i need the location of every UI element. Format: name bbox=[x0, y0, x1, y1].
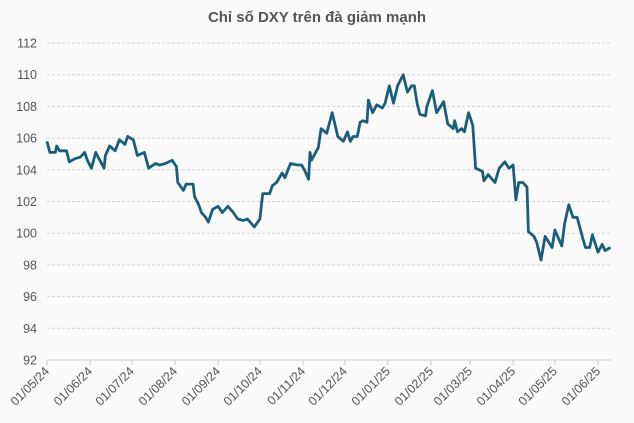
x-tick-label: 01/11/24 bbox=[264, 364, 308, 408]
x-tick-label: 01/07/24 bbox=[93, 364, 137, 408]
x-tick-label: 01/12/24 bbox=[306, 364, 350, 408]
y-tick-label: 92 bbox=[23, 354, 37, 368]
x-tick-label: 01/05/25 bbox=[516, 364, 560, 408]
x-tick-label: 01/01/25 bbox=[349, 364, 393, 408]
y-tick-label: 100 bbox=[16, 227, 37, 241]
y-tick-label: 94 bbox=[23, 322, 37, 336]
y-tick-label: 104 bbox=[16, 163, 37, 177]
y-tick-label: 98 bbox=[23, 258, 37, 272]
chart-title: Chỉ số DXY trên đà giảm mạnh bbox=[208, 9, 426, 26]
y-tick-label: 110 bbox=[17, 68, 37, 82]
x-tick-label: 01/09/24 bbox=[179, 364, 223, 408]
x-tick-label: 01/04/25 bbox=[474, 364, 518, 408]
y-tick-label: 96 bbox=[23, 290, 37, 304]
x-tick-label: 01/03/25 bbox=[431, 364, 475, 408]
x-tick-label: 01/06/25 bbox=[559, 364, 603, 408]
x-tick-label: 01/10/24 bbox=[221, 364, 265, 408]
y-tick-label: 112 bbox=[17, 37, 37, 51]
x-tick-label: 01/06/24 bbox=[51, 364, 95, 408]
y-tick-label: 102 bbox=[16, 195, 37, 209]
x-tick-label: 01/08/24 bbox=[136, 364, 180, 408]
x-tick-label: 01/02/25 bbox=[392, 364, 436, 408]
series-line bbox=[45, 73, 612, 262]
x-tick-label: 01/05/24 bbox=[8, 364, 52, 408]
y-tick-label: 108 bbox=[16, 100, 37, 114]
y-tick-label: 106 bbox=[16, 132, 37, 146]
